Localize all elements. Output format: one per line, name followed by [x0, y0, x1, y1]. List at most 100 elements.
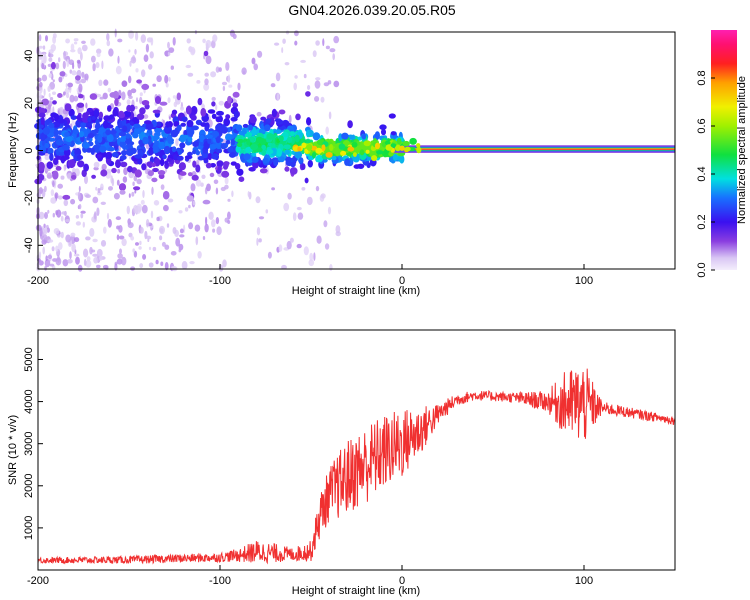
- spectrogram-noise-mark: [190, 183, 196, 192]
- spectrogram-noise-mark: [325, 45, 330, 50]
- spectrogram-noise-mark: [44, 265, 47, 271]
- spectrogram-mark: [108, 115, 114, 120]
- spectrogram-noise-mark: [63, 91, 66, 96]
- spectrogram-noise-mark: [99, 96, 105, 100]
- spectrogram-noise-mark: [115, 65, 122, 75]
- spectrogram-mark: [211, 113, 217, 120]
- spectrogram-mark: [232, 102, 239, 108]
- spectrogram-mark: [232, 91, 240, 98]
- spectrogram-noise-mark: [41, 239, 47, 245]
- spectrogram-noise-mark: [281, 47, 284, 54]
- spectrogram-mark: [157, 170, 166, 176]
- spectrogram-mark: [214, 132, 218, 139]
- spectrogram-noise-mark: [45, 35, 48, 42]
- spectrogram-noise-mark: [201, 174, 206, 179]
- spectrogram-mark: [118, 183, 127, 191]
- spectrogram-noise-mark: [229, 29, 235, 37]
- spectrogram-noise-mark: [163, 204, 169, 212]
- spectrogram-mark: [236, 168, 244, 176]
- spectrogram-noise-mark: [274, 42, 280, 46]
- spectrogram-noise-mark: [195, 236, 199, 246]
- spectrogram-noise-mark: [135, 31, 139, 41]
- spectrogram-noise-mark: [211, 219, 216, 228]
- spectrogram-noise-mark: [45, 255, 48, 262]
- x-tick-label: 100: [575, 275, 593, 287]
- spectrogram-noise-mark: [80, 51, 83, 61]
- spectrogram-noise-mark: [152, 246, 157, 252]
- spectrogram-noise-mark: [211, 96, 216, 101]
- spectrogram-noise-mark: [196, 80, 201, 84]
- spectrogram-mark: [261, 144, 267, 151]
- spectrogram-noise-mark: [135, 205, 142, 214]
- spectrogram-mark: [230, 139, 236, 146]
- spectrogram-mark: [119, 137, 127, 142]
- spectrogram-mark: [55, 139, 64, 146]
- spectrogram-mark: [344, 158, 350, 166]
- spectrogram-noise-mark: [73, 41, 78, 45]
- spectrogram-noise-mark: [160, 261, 164, 267]
- spectrogram-noise-mark: [179, 106, 185, 111]
- spectrogram-noise-mark: [320, 193, 326, 199]
- spectrogram-noise-mark: [47, 239, 54, 243]
- spectrogram-mark: [65, 136, 73, 143]
- spectrogram-noise-mark: [333, 35, 340, 44]
- spectrogram-noise-mark: [58, 242, 63, 250]
- spectrogram-noise-mark: [333, 80, 340, 88]
- spectrogram-noise-mark: [55, 257, 62, 266]
- spectrogram-noise-mark: [81, 40, 86, 44]
- spectrogram-mark: [82, 112, 89, 121]
- spectrogram-noise-mark: [127, 222, 134, 229]
- spectrogram-noise-mark: [205, 216, 208, 226]
- spectrogram-noise-mark: [241, 67, 247, 75]
- spectrogram-noise-mark: [286, 240, 292, 250]
- spectrogram-noise-mark: [118, 225, 123, 233]
- spectrogram-noise-mark: [48, 73, 53, 78]
- spectrogram-mark: [119, 190, 126, 195]
- spectrogram-noise-mark: [50, 70, 53, 74]
- colorbar-tick-label: 0.8: [696, 70, 708, 85]
- spectrogram-noise-mark: [216, 226, 222, 236]
- spectrogram-mark: [73, 128, 79, 135]
- spectrogram-noise-mark: [148, 246, 152, 251]
- spectrogram-noise-mark: [128, 193, 131, 198]
- spectrogram-noise-mark: [218, 100, 224, 106]
- spectrogram-noise-mark: [36, 192, 41, 198]
- spectrogram-noise-mark: [293, 82, 298, 91]
- spectrogram-mark: [216, 160, 224, 167]
- x-tick-label: 0: [399, 575, 405, 587]
- spectrogram-mark: [109, 92, 117, 98]
- spectrogram-mark: [396, 156, 403, 161]
- spectrogram-mark: [203, 158, 209, 164]
- spectrogram-noise-mark: [329, 48, 336, 53]
- spectrogram-noise-mark: [194, 224, 201, 232]
- spectrogram-mark: [113, 192, 120, 200]
- x-tick-label: -200: [27, 575, 49, 587]
- spectrogram-noise-mark: [142, 190, 145, 198]
- spectrogram-mark: [227, 95, 232, 104]
- spectrogram-noise-mark: [206, 183, 211, 192]
- spectrogram-noise-mark: [78, 203, 82, 210]
- spectrogram-noise-mark: [81, 71, 85, 78]
- spectrogram-noise-mark: [164, 244, 170, 250]
- spectrogram-mark: [173, 121, 180, 127]
- spectrogram-noise-mark: [189, 261, 195, 265]
- spectrogram-noise-mark: [73, 95, 79, 102]
- spectrogram-mark: [283, 144, 292, 150]
- spectrogram-noise-mark: [156, 75, 162, 83]
- spectrogram-noise-mark: [52, 180, 55, 188]
- spectrogram-mark: [402, 140, 410, 147]
- spectrogram-noise-mark: [116, 258, 123, 265]
- spectrogram-mark: [152, 134, 160, 141]
- spectrogram-noise-mark: [43, 53, 46, 58]
- spectrogram-noise-mark: [282, 38, 286, 44]
- spectrogram-noise-mark: [91, 55, 96, 63]
- spectrogram-mark: [91, 174, 96, 179]
- spectrogram-noise-mark: [96, 264, 101, 269]
- spectrogram-mark: [139, 107, 146, 115]
- spectrogram-mark: [77, 160, 85, 168]
- spectrogram-mark: [70, 198, 76, 205]
- spectrogram-mark: [246, 138, 251, 146]
- spectrogram-mark: [390, 143, 397, 148]
- spectrogram-noise-mark: [63, 50, 66, 60]
